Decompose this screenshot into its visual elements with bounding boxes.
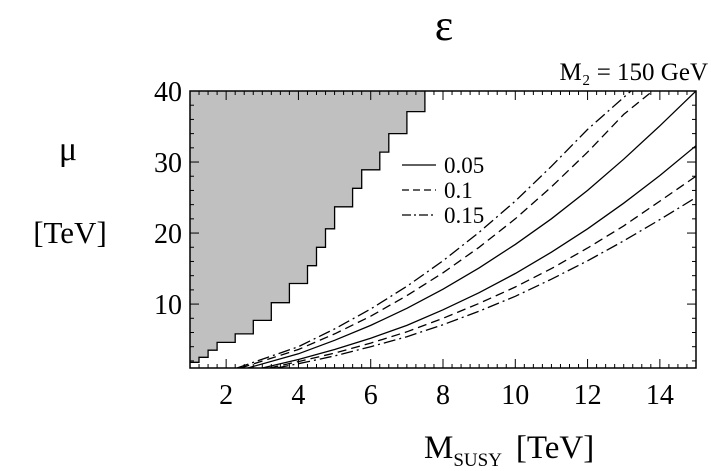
- series-solid-curve-1: [262, 145, 696, 368]
- y-axis-label: μ: [59, 131, 77, 168]
- x-tick-label: 6: [364, 380, 378, 411]
- legend-label: 0.1: [444, 178, 473, 203]
- x-tick-label: 8: [436, 380, 450, 411]
- excluded-region-layer: [190, 91, 426, 368]
- x-axis-label-main: M: [424, 430, 453, 466]
- series-dashdot-curve-2: [236, 91, 632, 368]
- ticks-layer: 2 4 6 8 10 12 14 10 20 30 40: [154, 77, 697, 411]
- chart-title: ε: [435, 1, 453, 50]
- x-axis-label: MSUSY [TeV]: [424, 430, 594, 471]
- y-tick-label: 20: [154, 219, 182, 250]
- x-tick-label: 14: [646, 380, 674, 411]
- excluded-region: [190, 91, 425, 368]
- y-tick-label: 40: [154, 77, 182, 108]
- y-tick-label: 10: [154, 290, 182, 321]
- x-axis-label-unit: [TeV]: [516, 430, 594, 466]
- chart-subtitle: M₂ = 150 GeV: [560, 59, 709, 86]
- x-tick-label: 4: [291, 380, 305, 411]
- excluded-region-boundary: [190, 91, 426, 363]
- series-layer: [236, 91, 696, 368]
- plot-frame: [189, 90, 697, 369]
- legend: 0.050.10.15: [402, 153, 484, 228]
- legend-label: 0.05: [444, 153, 484, 178]
- series-dashed-curve-1: [269, 175, 696, 368]
- x-tick-label: 12: [574, 380, 602, 411]
- series-dashdot-curve-1: [276, 196, 696, 368]
- series-solid-curve-2: [247, 91, 696, 368]
- x-tick-label: 2: [219, 380, 233, 411]
- legend-label: 0.15: [444, 203, 484, 228]
- y-tick-label: 30: [154, 148, 182, 179]
- series-dashed-curve-2: [240, 91, 654, 368]
- x-tick-label: 10: [501, 380, 529, 411]
- x-axis-label-subscript: SUSY: [453, 450, 502, 471]
- y-axis-unit: [TeV]: [33, 215, 107, 250]
